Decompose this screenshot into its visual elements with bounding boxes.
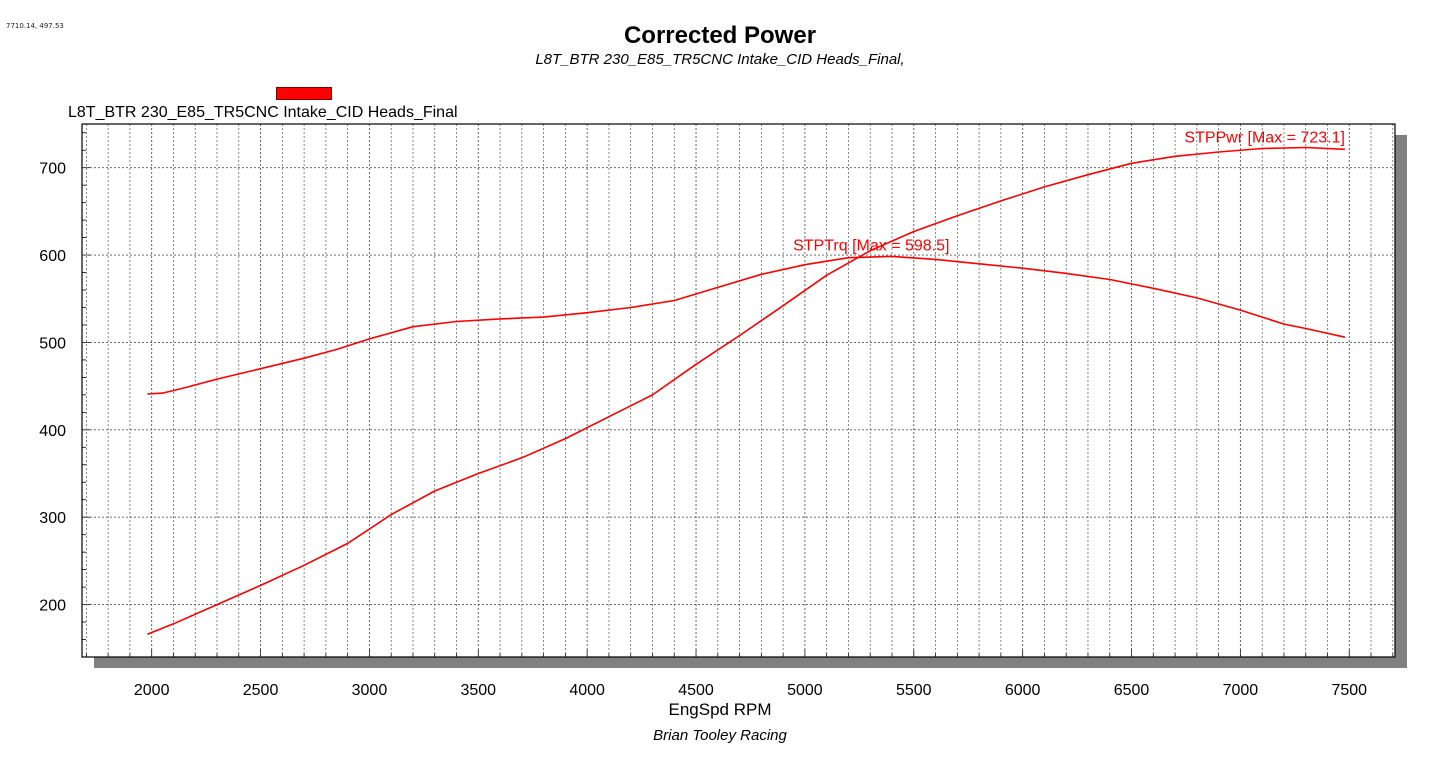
x-tick-label: 6000 [1005,682,1041,699]
y-axis-ticks: 200 300 400 500 600 700 [39,161,66,615]
x-axis-label: EngSpd RPM [668,700,772,719]
y-tick-label: 600 [39,248,66,265]
legend-color-swatch[interactable] [276,87,332,100]
grid-lines [82,124,1395,657]
cursor-coordinate-readout: 7710.14, 497.53 [6,22,64,30]
plot-frame [81,123,1396,658]
y-tick-label: 700 [39,161,66,178]
x-tick-label: 6500 [1114,682,1150,699]
x-tick-label: 7500 [1331,682,1367,699]
x-tick-label: 2000 [134,682,170,699]
annotation-stppwr: STPPwr [Max = 723.1] [1184,130,1345,147]
x-tick-label: 7000 [1223,682,1259,699]
x-tick-label: 5000 [787,682,823,699]
series-annotations: STPTrq [Max = 598.5] STPPwr [Max = 723.1] [793,130,1345,255]
series-lines [147,146,1346,636]
x-tick-label: 3500 [460,682,496,699]
chart-title: Corrected Power [623,22,817,49]
x-tick-label: 4500 [678,682,714,699]
series-line-stppwr [147,146,1345,636]
x-tick-label: 2500 [243,682,279,699]
legend-label: L8T_BTR 230_E85_TR5CNC Intake_CID Heads_… [68,104,458,121]
y-tick-label: 200 [39,598,66,615]
y-tick-label: 300 [39,510,66,527]
x-tick-label: 3000 [352,682,388,699]
series-line-stptrq [147,255,1346,395]
plot-area [82,124,1395,657]
footer-credit: Brian Tooley Racing [653,727,787,744]
y-tick-label: 400 [39,423,66,440]
chart-subtitle: L8T_BTR 230_E85_TR5CNC Intake_CID Heads_… [535,51,905,68]
y-tick-label: 500 [39,335,66,352]
annotation-stptrq: STPTrq [Max = 598.5] [793,237,949,254]
x-axis-ticks: 2000 2500 3000 3500 4000 4500 5000 5500 6000 6500… [134,682,1367,699]
x-tick-label: 5500 [896,682,932,699]
x-tick-label: 4000 [569,682,605,699]
